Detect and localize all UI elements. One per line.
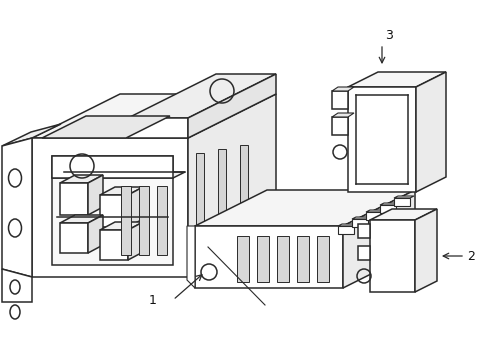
Polygon shape	[331, 113, 353, 117]
Polygon shape	[379, 205, 395, 213]
Polygon shape	[393, 198, 409, 206]
Polygon shape	[337, 224, 357, 226]
Polygon shape	[60, 175, 103, 183]
Polygon shape	[365, 210, 385, 212]
Polygon shape	[351, 219, 367, 227]
Polygon shape	[2, 138, 32, 277]
Polygon shape	[60, 183, 88, 215]
Polygon shape	[357, 224, 369, 238]
Polygon shape	[187, 74, 275, 138]
Polygon shape	[337, 226, 353, 234]
Polygon shape	[121, 186, 131, 255]
Polygon shape	[379, 203, 399, 205]
Polygon shape	[240, 145, 247, 261]
Polygon shape	[128, 222, 142, 260]
Text: 2: 2	[466, 249, 474, 262]
Polygon shape	[60, 215, 103, 223]
Polygon shape	[365, 212, 381, 220]
Polygon shape	[2, 269, 32, 302]
Polygon shape	[52, 156, 173, 178]
Polygon shape	[257, 236, 268, 282]
Polygon shape	[32, 138, 187, 277]
Polygon shape	[357, 246, 369, 260]
Polygon shape	[139, 186, 149, 255]
Text: 3: 3	[384, 29, 392, 42]
Polygon shape	[52, 156, 173, 265]
Polygon shape	[331, 91, 347, 109]
Polygon shape	[128, 187, 142, 227]
Polygon shape	[331, 87, 353, 91]
Polygon shape	[100, 230, 128, 260]
Polygon shape	[100, 187, 142, 195]
Polygon shape	[157, 186, 167, 255]
Polygon shape	[88, 215, 103, 253]
Polygon shape	[369, 209, 436, 220]
Polygon shape	[347, 87, 415, 192]
Text: 1: 1	[149, 293, 157, 306]
Polygon shape	[414, 209, 436, 292]
Polygon shape	[187, 94, 275, 277]
Polygon shape	[186, 226, 195, 288]
Polygon shape	[351, 217, 371, 219]
Polygon shape	[393, 196, 413, 198]
Polygon shape	[218, 149, 225, 265]
Polygon shape	[88, 175, 103, 215]
Polygon shape	[316, 236, 328, 282]
Polygon shape	[128, 118, 187, 138]
Polygon shape	[100, 222, 142, 230]
Polygon shape	[128, 74, 275, 118]
Polygon shape	[60, 223, 88, 253]
Polygon shape	[369, 220, 414, 292]
Polygon shape	[100, 195, 128, 227]
Polygon shape	[195, 190, 414, 226]
Polygon shape	[296, 236, 308, 282]
Polygon shape	[237, 236, 248, 282]
Polygon shape	[276, 236, 288, 282]
Polygon shape	[2, 124, 61, 146]
Polygon shape	[342, 190, 414, 288]
Polygon shape	[331, 117, 347, 135]
Polygon shape	[195, 226, 342, 288]
Polygon shape	[415, 72, 445, 192]
Polygon shape	[52, 172, 184, 178]
Polygon shape	[42, 116, 170, 138]
Polygon shape	[32, 94, 275, 138]
Polygon shape	[347, 72, 445, 87]
Polygon shape	[196, 153, 203, 269]
